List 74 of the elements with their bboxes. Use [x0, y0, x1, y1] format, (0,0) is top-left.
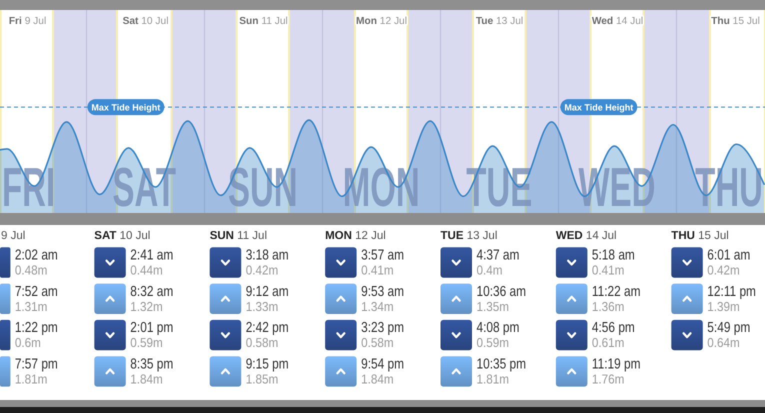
data-label: 1.33m — [246, 299, 278, 314]
x-tick-label: Fri 9 Jul — [8, 16, 46, 27]
category-label: MON 12 Jul — [325, 230, 386, 242]
text: 10:35 pm — [476, 355, 526, 372]
text: 4:08 pm — [476, 318, 520, 336]
x-tick-label: Sun 11 Jul — [239, 16, 288, 27]
data-label: 0.58m — [361, 336, 394, 350]
data-label: 0.59m — [476, 336, 510, 350]
data-label: 1.81m — [14, 372, 48, 387]
data-label: 1.84m — [361, 372, 394, 387]
data-label: 1.34m — [361, 299, 394, 314]
text: 3:18 am — [246, 246, 289, 263]
text: 11:19 pm — [592, 355, 641, 372]
text: 9:12 am — [246, 282, 289, 300]
band-label: TUE — [466, 156, 532, 218]
data-label: 0.48m — [14, 262, 48, 278]
text: 9:15 pm — [246, 355, 289, 372]
data-label: 0.42m — [707, 262, 740, 278]
category-label: TUE 13 Jul — [440, 230, 498, 242]
category-label: WED 14 Jul — [556, 230, 617, 242]
x-tick-label: Wed 14 Jul — [592, 16, 644, 27]
band-label: FRI — [2, 156, 56, 218]
data-label: 1.76m — [592, 372, 624, 387]
data-label: 0.61m — [592, 336, 624, 350]
data-label: 1.36m — [592, 299, 624, 314]
data-label: 0.64m — [707, 336, 740, 350]
text: 9:53 am — [361, 282, 404, 300]
text: 9:54 pm — [361, 355, 404, 372]
text: 10:36 am — [476, 282, 526, 300]
data-label: 0.41m — [361, 262, 394, 278]
data-label: 0.58m — [246, 336, 278, 350]
band-label: THU — [695, 156, 763, 218]
text: 8:35 pm — [130, 355, 174, 372]
band-label: SAT — [112, 156, 176, 218]
data-label: 0.42m — [246, 262, 278, 278]
text: 2:02 am — [14, 246, 58, 263]
text: 4:37 am — [476, 246, 520, 263]
x-tick-label: Thu 15 Jul — [711, 16, 760, 27]
category-label: 9 Jul — [1, 230, 26, 242]
x-tick-label: Tue 13 Jul — [476, 16, 524, 27]
data-label: 1.85m — [246, 372, 278, 387]
data-label: 1.32m — [130, 299, 163, 314]
text: 4:56 pm — [592, 318, 635, 336]
text: 7:57 pm — [14, 355, 58, 372]
data-label: 1.84m — [130, 372, 163, 387]
text: 3:23 pm — [361, 318, 404, 336]
annotation: Max Tide Height — [91, 102, 160, 112]
data-label: 0.6m — [14, 336, 41, 350]
data-label: 0.41m — [592, 262, 624, 278]
text: 8:32 am — [130, 282, 174, 300]
text: 7:52 am — [14, 282, 58, 300]
category-label: THU 15 Jul — [671, 230, 729, 242]
category-label: SUN 11 Jul — [210, 230, 268, 242]
text: 2:01 pm — [130, 318, 174, 336]
text: 12:11 pm — [707, 282, 756, 300]
data-label: 1.35m — [476, 299, 510, 314]
x-tick-label: Sat 10 Jul — [122, 16, 168, 27]
text: 1:22 pm — [14, 318, 58, 336]
text: 2:42 pm — [246, 318, 289, 336]
data-label: 1.31m — [14, 299, 48, 314]
category-label: SAT 10 Jul — [94, 230, 150, 242]
data-label: 0.4m — [476, 262, 502, 278]
data-label: 1.81m — [476, 372, 510, 387]
data-label: 0.44m — [130, 262, 163, 278]
data-label: 1.39m — [707, 299, 740, 314]
data-label: 0.59m — [130, 336, 163, 350]
annotation: Max Tide Height — [564, 102, 634, 112]
text: 2:41 am — [130, 246, 174, 263]
text: 5:18 am — [592, 246, 635, 263]
text: 3:57 am — [361, 246, 404, 263]
text: 5:49 pm — [707, 318, 750, 336]
text: 11:22 am — [592, 282, 641, 300]
x-tick-label: Mon 12 Jul — [356, 16, 407, 27]
text: 6:01 am — [707, 246, 750, 263]
